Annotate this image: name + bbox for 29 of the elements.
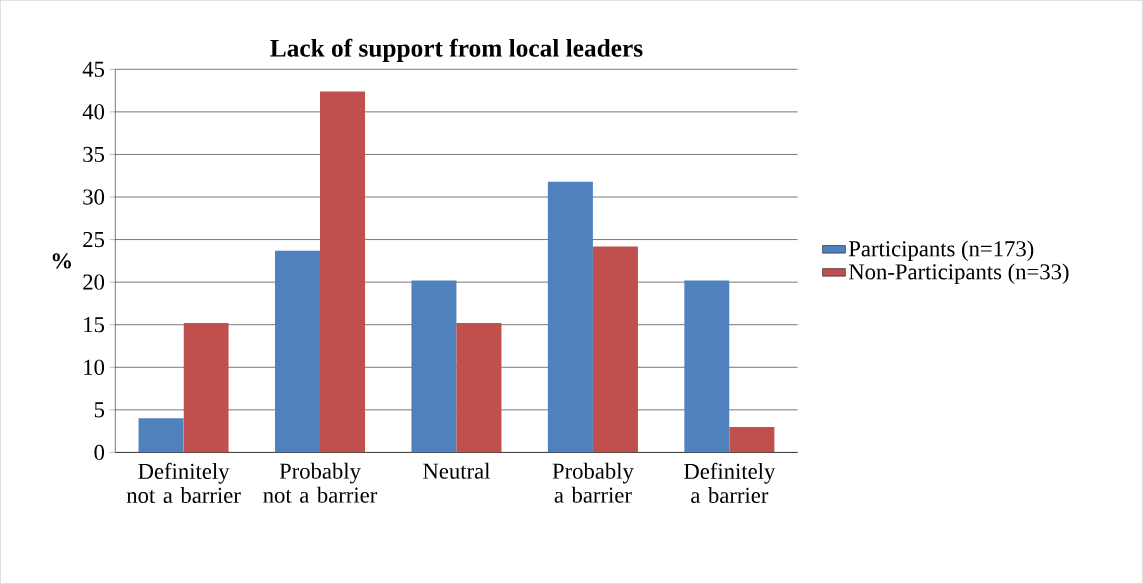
x-tick-label: Definitely not a barrier (126, 462, 241, 504)
bar (592, 246, 638, 453)
y-tick-label: 0 (94, 444, 105, 461)
y-axis-title: % (52, 253, 71, 269)
legend-label: Participants (n=173) (848, 240, 1034, 262)
bar (729, 427, 775, 453)
bar (274, 250, 321, 453)
y-tick-label: 10 (84, 359, 105, 376)
x-tick-label: Definitely a barrier (684, 462, 776, 504)
y-tick-label: 40 (82, 104, 105, 120)
bar (547, 181, 593, 453)
y-tick-label: 30 (83, 189, 105, 205)
y-tick-label: 20 (83, 274, 105, 290)
x-tick-label: Neutral (423, 462, 490, 479)
y-tick-label: 45 (82, 61, 105, 77)
x-tick-label: Probably a barrier (552, 462, 634, 503)
bar (320, 91, 366, 453)
bar (411, 280, 457, 453)
legend-label: Non-Participants (n=33) (848, 263, 1069, 285)
bar (684, 280, 730, 453)
y-tick-label: 5 (94, 402, 105, 418)
bar (456, 323, 502, 453)
y-tick-label: 15 (84, 317, 105, 333)
y-tick-label: 25 (83, 232, 105, 248)
bar (183, 323, 229, 453)
y-tick-label: 35 (83, 146, 105, 163)
bar (138, 418, 184, 453)
chart-title: Lack of support from local leaders (270, 38, 643, 63)
x-tick-label: Probably not a barrier (263, 462, 378, 503)
